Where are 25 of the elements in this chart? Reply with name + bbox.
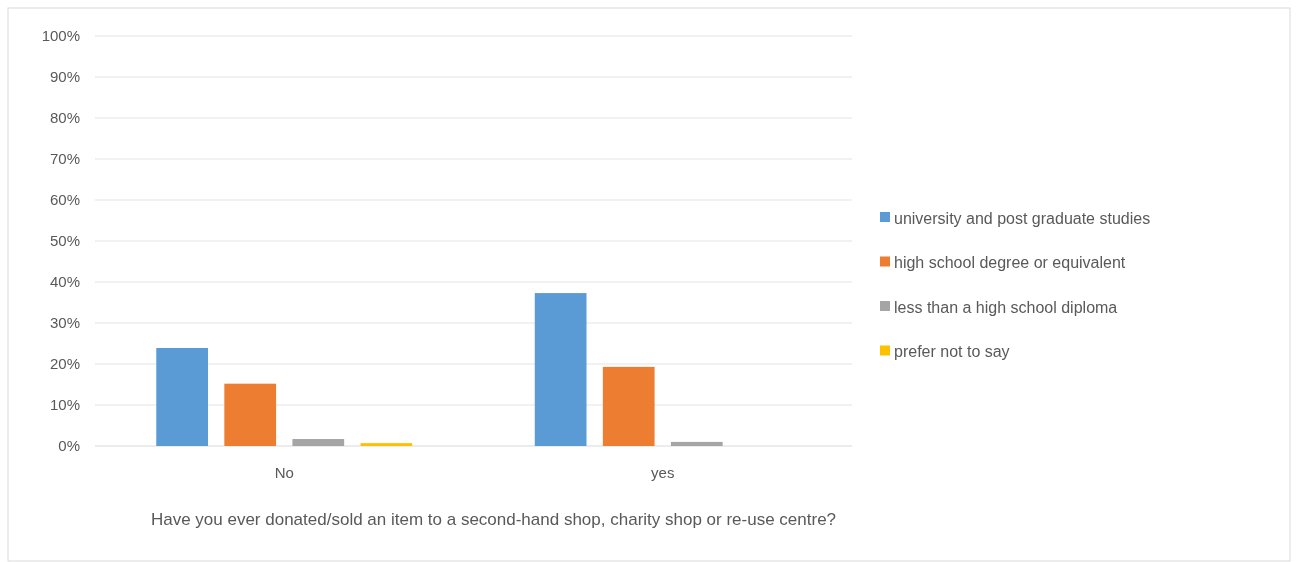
- y-tick-label: 0%: [58, 437, 80, 455]
- y-tick-label: 70%: [49, 150, 80, 168]
- y-tick-label: 20%: [49, 355, 80, 373]
- bar: [292, 439, 345, 446]
- legend-label: less than a high school diploma: [894, 298, 1118, 316]
- legend-label: high school degree or equivalent: [894, 254, 1126, 272]
- y-tick-label: 30%: [49, 314, 80, 332]
- y-tick-label: 100%: [41, 27, 80, 45]
- y-tick-label: 80%: [49, 109, 80, 127]
- bar: [156, 348, 209, 446]
- x-axis-title: Have you ever donated/sold an item to a second-hand shop, charity shop or re-use centre?: [150, 510, 837, 529]
- x-tick-label: No: [274, 464, 294, 481]
- y-tick-label: 60%: [49, 191, 80, 209]
- y-tick-label: 50%: [49, 232, 80, 250]
- bar: [360, 443, 413, 446]
- legend-label: university and post graduate studies: [894, 209, 1151, 227]
- y-tick-label: 90%: [49, 68, 80, 86]
- y-tick-label: 40%: [49, 273, 80, 291]
- legend-label: prefer not to say: [894, 343, 1010, 361]
- x-tick-label: yes: [651, 464, 675, 481]
- bar: [670, 441, 723, 446]
- bar: [602, 366, 655, 446]
- bar: [224, 383, 277, 446]
- y-tick-label: 10%: [49, 396, 80, 414]
- bar: [534, 293, 587, 446]
